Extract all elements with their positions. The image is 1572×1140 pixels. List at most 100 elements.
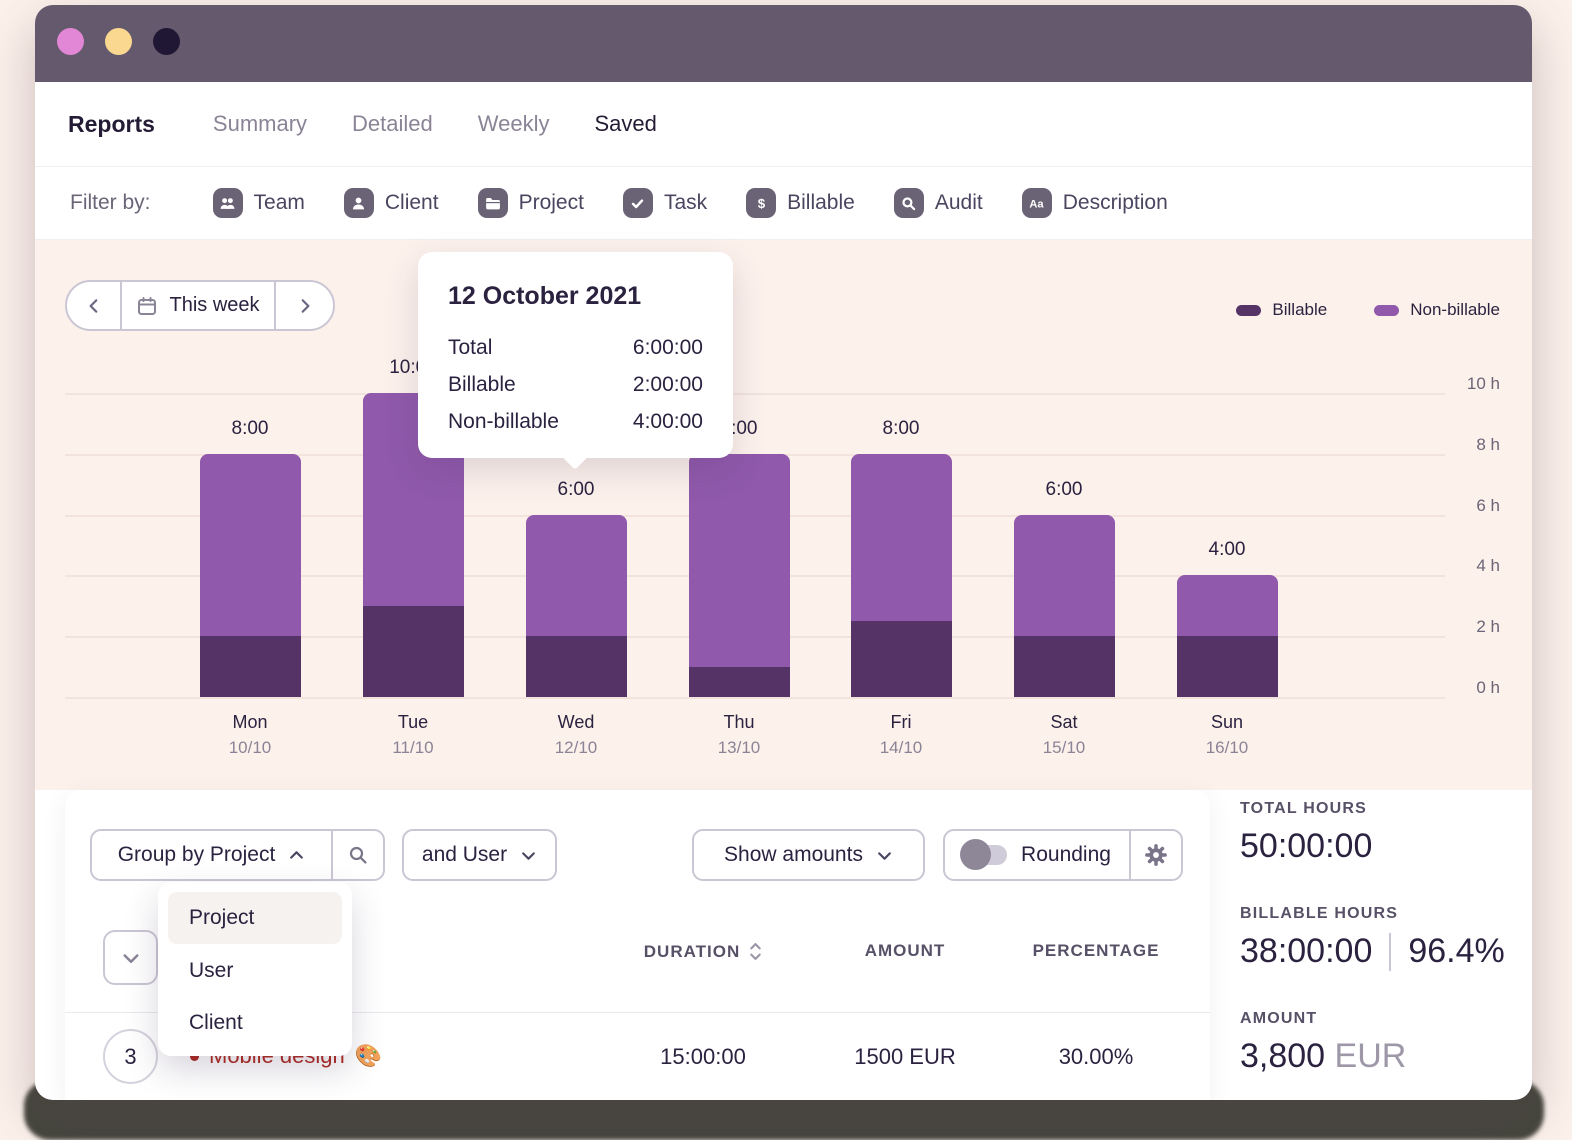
filter-description[interactable]: Aa Description: [1021, 188, 1168, 218]
billable-hours-block: BILLABLE HOURS 38:00:00 96.4%: [1240, 905, 1510, 971]
tab-summary[interactable]: Summary: [212, 111, 308, 136]
tab-saved[interactable]: Saved: [594, 111, 657, 136]
minimize-window-button[interactable]: [105, 28, 132, 55]
svg-text:$: $: [757, 196, 765, 211]
column-header-duration[interactable]: DURATION: [593, 941, 813, 962]
billable-hours-value: 38:00:00: [1240, 932, 1373, 970]
sort-icon: [750, 943, 761, 960]
legend-non-billable[interactable]: Non-billable: [1374, 300, 1500, 320]
legend-swatch: [1374, 304, 1400, 316]
maximize-window-button[interactable]: [153, 28, 180, 55]
x-axis-label-thu: Thu 13/10: [679, 712, 799, 758]
group-by-label: Group by Project: [117, 843, 276, 866]
day-date: 13/10: [717, 738, 761, 757]
billable-hours-label: BILLABLE HOURS: [1240, 905, 1399, 922]
chart-legend: Billable Non-billable: [1236, 300, 1500, 320]
rounding-toggle[interactable]: [960, 839, 1008, 870]
day-date: 12/10: [554, 738, 598, 757]
filter-project[interactable]: Project: [477, 188, 584, 218]
bar-sat[interactable]: [1013, 514, 1115, 697]
chart-section: This week Billable Non-billable 0 h 2 h 4 h…: [35, 240, 1532, 790]
close-window-button[interactable]: [57, 28, 84, 55]
billable-segment: [1176, 636, 1278, 697]
billable-segment: [1013, 636, 1115, 697]
tooltip-nonbillable-label: Non-billable: [448, 410, 559, 433]
app-window: Reports Summary Detailed Weekly Saved Filte…: [35, 5, 1532, 1100]
gridline-10h: [65, 393, 1445, 395]
filter-label-billable: Billable: [787, 191, 855, 214]
total-hours-label: TOTAL HOURS: [1240, 800, 1367, 817]
table-divider: [65, 1012, 1210, 1013]
x-axis-label-sat: Sat 15/10: [1004, 712, 1124, 758]
button-divider: [1129, 831, 1131, 879]
show-amounts-button[interactable]: Show amounts: [692, 829, 925, 881]
day-date: 10/10: [228, 738, 272, 757]
and-user-button[interactable]: and User: [402, 829, 557, 881]
filter-team[interactable]: Team: [212, 188, 305, 218]
show-amounts-label: Show amounts: [724, 843, 863, 866]
day-name: Wed: [557, 712, 595, 732]
row-count-badge[interactable]: 3: [103, 1029, 158, 1084]
x-axis-label-tue: Tue 11/10: [353, 712, 473, 758]
chevron-down-icon: [522, 851, 535, 860]
dropdown-item-user[interactable]: User: [189, 958, 234, 982]
tab-weekly[interactable]: Weekly: [477, 111, 550, 136]
expand-rows-button[interactable]: [103, 930, 158, 985]
button-divider: [331, 831, 333, 879]
bar-sun[interactable]: [1176, 575, 1278, 697]
x-axis-label-sun: Sun 16/10: [1167, 712, 1287, 758]
summary-stats: TOTAL HOURS 50:00:00 BILLABLE HOURS 38:0…: [1240, 800, 1510, 1100]
tooltip-billable-label: Billable: [448, 373, 516, 396]
y-tick-0h: 0 h: [1476, 678, 1500, 697]
filter-label-task: Task: [663, 191, 708, 214]
duration-cell: 15:00:00: [660, 1044, 746, 1069]
amount-currency: EUR: [1334, 1037, 1407, 1075]
group-search-button[interactable]: [333, 831, 383, 879]
previous-week-button[interactable]: [67, 282, 122, 329]
total-hours-block: TOTAL HOURS 50:00:00: [1240, 800, 1510, 866]
toggle-knob[interactable]: [960, 839, 992, 870]
tooltip-date: 12 October 2021: [448, 282, 642, 310]
nonbillable-segment: [688, 453, 790, 667]
nonbillable-segment: [1176, 575, 1278, 637]
bar-mon[interactable]: [199, 453, 301, 697]
filter-items: Team Client Project Task $ Billable Audit Aa Des…: [212, 188, 1168, 218]
search-icon: [349, 846, 367, 864]
rounding-settings-button[interactable]: [1131, 831, 1181, 879]
stat-divider: [1389, 932, 1392, 971]
svg-text:Aa: Aa: [1030, 198, 1045, 210]
date-range-picker: This week: [65, 280, 335, 331]
day-date: 14/10: [879, 738, 923, 757]
filter-label-description: Description: [1062, 191, 1168, 214]
legend-billable[interactable]: Billable: [1236, 300, 1327, 320]
nonbillable-segment: [850, 453, 952, 621]
y-tick-8h: 8 h: [1476, 434, 1500, 454]
billable-segment: [850, 620, 952, 697]
filter-billable[interactable]: $ Billable: [746, 188, 855, 218]
group-by-button[interactable]: Group by Project: [90, 829, 385, 881]
dropdown-item-project[interactable]: Project: [168, 892, 342, 944]
amount-block: AMOUNT 3,800 EUR: [1240, 1010, 1510, 1076]
filter-client[interactable]: Client: [343, 188, 439, 218]
tab-detailed[interactable]: Detailed: [352, 111, 433, 136]
group-by-main[interactable]: Group by Project: [92, 831, 331, 879]
next-week-button[interactable]: [274, 282, 333, 329]
tooltip-total-label: Total: [448, 336, 493, 359]
filter-task[interactable]: Task: [622, 188, 708, 218]
bar-fri[interactable]: [850, 453, 952, 697]
date-range-label: This week: [169, 294, 260, 316]
filter-audit[interactable]: Audit: [893, 188, 983, 218]
rounding-control: Rounding: [943, 829, 1183, 881]
dropdown-item-client[interactable]: Client: [189, 1011, 243, 1035]
window-controls: [57, 28, 180, 55]
calendar-icon: [138, 296, 157, 315]
tooltip-total-value: 6:00:00: [632, 336, 703, 359]
folder-icon: [477, 188, 508, 218]
day-date: 15/10: [1042, 738, 1086, 757]
billable-segment: [688, 666, 790, 697]
bar-thu[interactable]: [688, 453, 790, 697]
this-week-button[interactable]: This week: [122, 282, 274, 329]
chevron-right-icon: [301, 298, 309, 313]
bar-wed[interactable]: [525, 514, 627, 697]
